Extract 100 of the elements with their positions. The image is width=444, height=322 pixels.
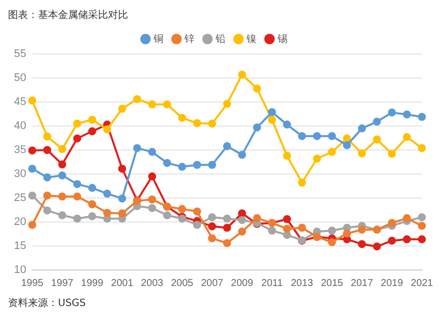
- point: [223, 100, 232, 108]
- point: [178, 162, 186, 171]
- point: [238, 70, 246, 79]
- point: [372, 135, 381, 144]
- point: [328, 238, 336, 246]
- point: [388, 218, 396, 227]
- point: [58, 160, 66, 168]
- point: [418, 235, 426, 244]
- point: [28, 96, 36, 105]
- point: [283, 230, 291, 239]
- point: [402, 214, 411, 222]
- point: [118, 194, 126, 202]
- x-tick-label: 2015: [320, 278, 344, 289]
- legend-label: 铅: [214, 34, 226, 45]
- y-tick-label: 15: [14, 240, 26, 252]
- point: [58, 192, 66, 201]
- legend-label: 锌: [184, 32, 194, 45]
- point: [88, 127, 96, 136]
- point: [358, 149, 366, 158]
- point: [312, 154, 321, 163]
- point: [388, 150, 396, 158]
- point: [418, 112, 426, 121]
- point: [58, 211, 66, 220]
- point: [388, 236, 396, 245]
- point: [238, 216, 246, 224]
- point: [163, 158, 172, 167]
- point: [298, 132, 306, 140]
- y-tick-label: 35: [14, 144, 26, 156]
- point: [103, 208, 112, 217]
- y-tick-label: 10: [14, 264, 26, 276]
- point: [58, 171, 66, 180]
- x-tick-label: 2013: [290, 278, 314, 289]
- point: [118, 104, 126, 113]
- point: [73, 120, 82, 128]
- point: [88, 184, 96, 192]
- point: [148, 100, 156, 108]
- point: [208, 234, 216, 242]
- point: [193, 207, 202, 216]
- point: [73, 134, 82, 142]
- point: [148, 172, 156, 180]
- point: [133, 95, 142, 104]
- point: [148, 195, 156, 204]
- x-tick-label: 2019: [380, 278, 404, 289]
- point: [193, 220, 202, 229]
- point: [43, 146, 52, 154]
- point: [223, 214, 232, 223]
- point: [208, 120, 216, 128]
- point: [148, 148, 156, 156]
- point: [328, 132, 336, 140]
- point: [298, 178, 306, 187]
- point: [402, 133, 411, 142]
- x-tick-label: 2001: [111, 278, 134, 289]
- point: [253, 123, 262, 132]
- point: [28, 146, 36, 154]
- y-tick-label: 20: [14, 216, 26, 228]
- point: [133, 144, 142, 152]
- x-tick-label: 2003: [141, 278, 164, 289]
- point: [253, 84, 262, 93]
- chart-title: 图表：基本金属储采比对比: [8, 8, 129, 23]
- y-tick-label: 45: [14, 96, 26, 108]
- point: [418, 222, 426, 230]
- point: [358, 240, 366, 248]
- x-tick-label: 2007: [200, 278, 224, 289]
- point: [73, 214, 82, 223]
- point: [148, 204, 156, 212]
- x-tick-label: 1997: [51, 278, 74, 289]
- point: [283, 215, 291, 224]
- text: 资料来源：USGS: [8, 296, 87, 310]
- point: [43, 173, 52, 182]
- x-tick-label: 2009: [230, 278, 254, 289]
- point: [28, 220, 36, 229]
- point: [163, 100, 172, 108]
- legend-label: 铜: [152, 34, 164, 45]
- point: [388, 108, 396, 117]
- point: [43, 192, 52, 200]
- point: [223, 239, 232, 248]
- point: [178, 205, 186, 214]
- point: [208, 213, 216, 222]
- point: [73, 180, 82, 188]
- point: [372, 242, 381, 250]
- point: [208, 160, 216, 169]
- point: [312, 132, 321, 140]
- point: [342, 141, 351, 150]
- point: [118, 164, 126, 173]
- point: [43, 206, 52, 214]
- point: [178, 114, 186, 122]
- point: [88, 212, 96, 220]
- point: [118, 209, 126, 218]
- point: [268, 108, 276, 116]
- y-tick-label: 40: [14, 120, 26, 132]
- point: [342, 230, 351, 238]
- y-tick-label: 25: [14, 192, 26, 204]
- x-tick-label: 2017: [350, 278, 374, 289]
- point: [88, 200, 96, 208]
- point: [193, 160, 202, 169]
- point: [223, 142, 232, 150]
- point: [358, 226, 366, 234]
- point: [418, 144, 426, 152]
- point: [73, 192, 82, 201]
- x-tick-label: 2021: [410, 278, 434, 289]
